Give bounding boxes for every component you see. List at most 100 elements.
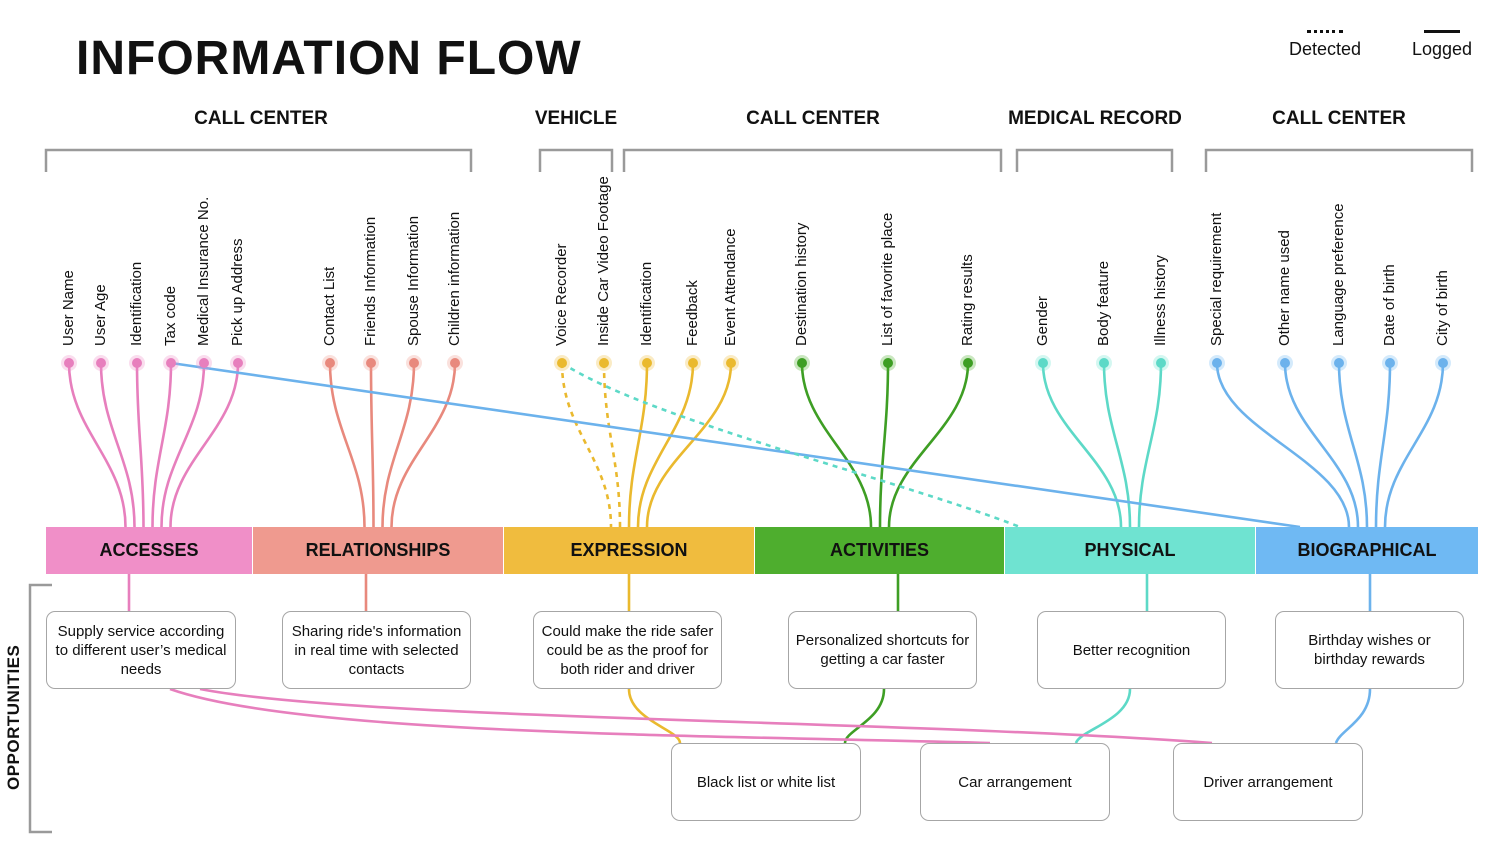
field-dot <box>450 358 460 368</box>
connector-expression-blacklist <box>627 688 682 744</box>
field-label: Event Attendance <box>722 228 739 346</box>
field-dot <box>233 358 243 368</box>
opportunities-bracket <box>28 583 52 834</box>
flow-line-activities <box>887 362 970 528</box>
flow-line-biographical <box>1383 362 1445 528</box>
source-bracket-3 <box>622 148 1003 172</box>
field-label: Voice Recorder <box>553 243 570 346</box>
category-expression: EXPRESSION <box>504 527 754 574</box>
legend-detected: Detected <box>1280 30 1370 60</box>
field-label: Identification <box>128 261 145 346</box>
connector-accesses-car <box>169 687 991 745</box>
flow-line-expression <box>627 362 649 528</box>
flow-line-physical <box>1137 362 1163 528</box>
field-dot <box>132 358 142 368</box>
field-dot <box>642 358 652 368</box>
opportunity-activities: Personalized shortcuts for getting a car… <box>788 611 977 689</box>
flow-line-accesses <box>160 362 206 528</box>
flow-line-biographical <box>1374 362 1392 528</box>
opportunity-accesses: Supply service according to different us… <box>46 611 236 689</box>
field-label: User Name <box>60 270 77 346</box>
field-dot <box>1334 358 1344 368</box>
source-bracket-4 <box>1015 148 1174 172</box>
field-dot <box>1212 358 1222 368</box>
flow-line-physical <box>1041 362 1123 528</box>
flow-line-expression <box>560 362 613 528</box>
field-dot <box>1099 358 1109 368</box>
legend-detected-label: Detected <box>1288 39 1362 59</box>
connector-activities-blacklist <box>843 688 886 744</box>
source-bracket-5 <box>1204 148 1474 172</box>
field-label: Special requirement <box>1208 212 1225 346</box>
flow-line-relationships <box>369 362 375 528</box>
flow-line-relationships <box>381 362 416 528</box>
category-accesses: ACCESSES <box>46 527 252 574</box>
field-label: Contact List <box>321 266 338 346</box>
flow-line-voice-physical <box>561 361 1021 529</box>
connector-accesses-driver <box>199 687 1213 745</box>
flow-line-activities <box>878 362 890 528</box>
flow-line-accesses <box>135 362 145 528</box>
opportunity-physical: Better recognition <box>1037 611 1226 689</box>
opportunities-label: OPPORTUNITIES <box>4 644 23 790</box>
field-dot <box>1038 358 1048 368</box>
category-biographical: BIOGRAPHICAL <box>1256 527 1478 574</box>
field-dot <box>96 358 106 368</box>
dotted-line-swatch <box>1307 30 1343 33</box>
flow-line-accesses <box>99 362 136 528</box>
flow-line-expression <box>645 362 733 528</box>
field-label: Feedback <box>684 280 701 346</box>
field-dot <box>726 358 736 368</box>
page-title: INFORMATION FLOW <box>76 32 582 85</box>
field-label: List of favorite place <box>879 212 896 346</box>
field-label: Illness history <box>1152 255 1169 346</box>
field-dot <box>1156 358 1166 368</box>
flow-line-relationships <box>390 362 457 528</box>
opportunity-biographical: Birthday wishes or birthday rewards <box>1275 611 1464 689</box>
outcome-car-arrangement: Car arrangement <box>920 743 1110 821</box>
field-dot <box>963 358 973 368</box>
source-label-medical-record: MEDICAL RECORD <box>1008 108 1182 129</box>
source-label-call-center-1: CALL CENTER <box>194 108 328 129</box>
field-dot <box>64 358 74 368</box>
flow-line-taxcode-biographical <box>170 361 1301 529</box>
field-dot <box>599 358 609 368</box>
field-label: Medical Insurance No. <box>195 196 212 346</box>
source-label-vehicle: VEHICLE <box>534 108 618 129</box>
field-dot <box>797 358 807 368</box>
flow-line-biographical <box>1283 362 1360 528</box>
field-dot <box>688 358 698 368</box>
outcome-blacklist: Black list or white list <box>671 743 861 821</box>
solid-line-swatch <box>1424 30 1460 33</box>
category-physical: PHYSICAL <box>1005 527 1255 574</box>
field-label: Identification <box>638 261 655 346</box>
legend-logged-label: Logged <box>1411 39 1473 59</box>
flow-line-activities <box>800 362 873 528</box>
flow-line-biographical <box>1337 362 1369 528</box>
field-label: Rating results <box>959 254 976 346</box>
category-relationships: RELATIONSHIPS <box>253 527 503 574</box>
field-label: Pick up Address <box>229 238 246 346</box>
field-label: Inside Car Video Footage <box>595 176 612 346</box>
field-label: User Age <box>92 284 109 346</box>
field-dot <box>1438 358 1448 368</box>
source-label-call-center-3: CALL CENTER <box>1272 108 1406 129</box>
opportunity-relationships: Sharing ride's information in real time … <box>282 611 471 689</box>
connector-physical-car <box>1074 688 1132 744</box>
field-dot <box>325 358 335 368</box>
field-label: Gender <box>1034 295 1051 346</box>
field-label: Tax code <box>162 285 179 346</box>
flow-line-physical <box>1102 362 1132 528</box>
field-dot <box>557 358 567 368</box>
field-dot <box>409 358 419 368</box>
field-label: City of birth <box>1434 270 1451 346</box>
flow-line-accesses <box>67 362 127 528</box>
flow-line-accesses <box>151 362 173 528</box>
field-label: Spouse Information <box>405 215 422 346</box>
field-label: Language preference <box>1330 203 1347 346</box>
field-dot <box>883 358 893 368</box>
field-label: Destination history <box>793 222 810 346</box>
outcome-driver-arrangement: Driver arrangement <box>1173 743 1363 821</box>
